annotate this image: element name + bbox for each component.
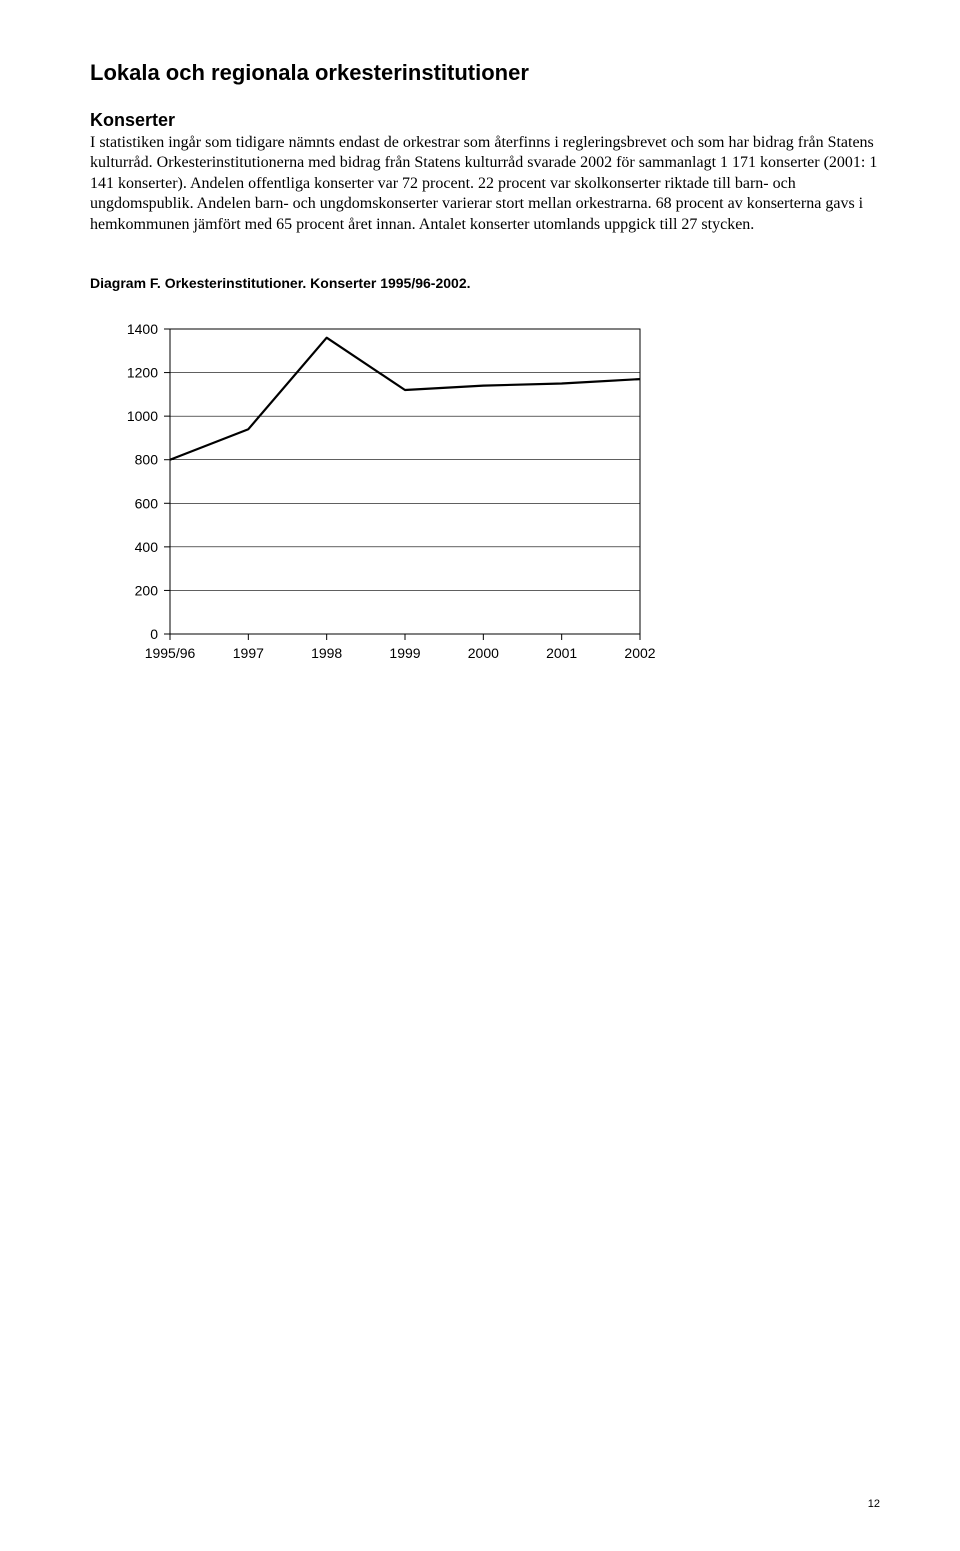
diagram-title: Diagram F. Orkesterinstitutioner. Konser… <box>90 275 890 291</box>
page-number: 12 <box>868 1498 880 1510</box>
chart-svg: 0 200 400 600 800 1000 1200 1400 1995/96 1997 1998… <box>100 309 660 689</box>
svg-text:1999: 1999 <box>389 645 420 661</box>
svg-text:1998: 1998 <box>311 645 342 661</box>
svg-text:800: 800 <box>135 452 159 468</box>
svg-text:400: 400 <box>135 539 159 555</box>
svg-text:2000: 2000 <box>468 645 499 661</box>
section-subheading: Konserter <box>90 110 890 131</box>
svg-text:1995/96: 1995/96 <box>145 645 196 661</box>
page-title: Lokala och regionala orkesterinstitution… <box>90 60 890 86</box>
body-paragraph: I statistiken ingår som tidigare nämnts … <box>90 133 890 235</box>
svg-text:1000: 1000 <box>127 408 158 424</box>
svg-text:600: 600 <box>135 496 159 512</box>
svg-text:1997: 1997 <box>233 645 264 661</box>
svg-text:200: 200 <box>135 583 159 599</box>
svg-text:0: 0 <box>150 626 158 642</box>
svg-text:1400: 1400 <box>127 321 158 337</box>
line-chart: 0 200 400 600 800 1000 1200 1400 1995/96 1997 1998… <box>100 309 890 694</box>
svg-text:2002: 2002 <box>624 645 655 661</box>
svg-text:1200: 1200 <box>127 365 158 381</box>
svg-text:2001: 2001 <box>546 645 577 661</box>
